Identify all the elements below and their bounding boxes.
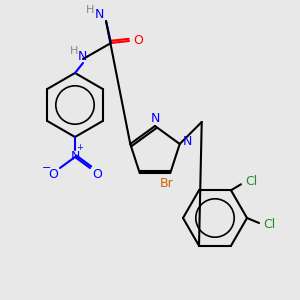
Text: Cl: Cl [263,218,275,232]
Text: N: N [77,50,87,62]
Text: Cl: Cl [245,175,257,188]
Text: N: N [94,8,104,22]
Text: O: O [48,167,58,181]
Text: Br: Br [159,176,173,190]
Text: O: O [92,167,102,181]
Text: +: + [76,143,83,152]
Text: N: N [150,112,160,125]
Text: O: O [133,34,143,47]
Text: N: N [70,151,80,164]
Text: −: − [42,163,52,173]
Text: N: N [183,136,192,148]
Text: H: H [86,5,94,15]
Text: H: H [70,46,78,56]
